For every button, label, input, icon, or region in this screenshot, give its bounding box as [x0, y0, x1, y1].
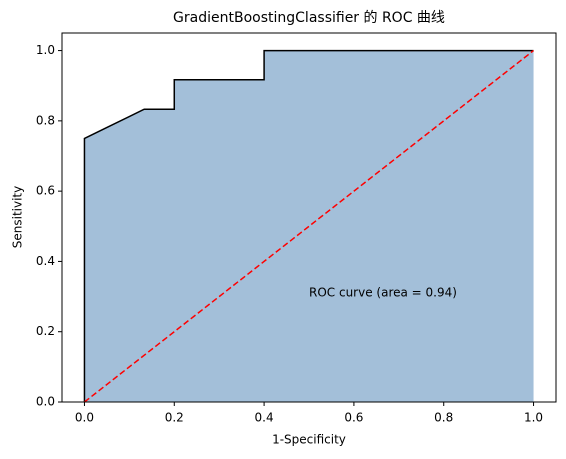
- chart-title: GradientBoostingClassifier 的 ROC 曲线: [173, 10, 445, 26]
- line: [83, 49, 535, 403]
- annotation: ROC curve (area = 0.94): [309, 286, 457, 300]
- y-tick-label: 0.0: [36, 395, 55, 409]
- x-tick-label: 0.4: [255, 411, 274, 425]
- x-tick-label: 0.8: [434, 411, 453, 425]
- plot-frame: [61, 32, 557, 403]
- x-tick-label: 0.2: [165, 411, 184, 425]
- y-tick-label: 0.4: [36, 254, 55, 268]
- y-tick-label: 0.6: [36, 184, 55, 198]
- y-axis-label: Sensitivity: [11, 186, 25, 248]
- y-tick-label: 1.0: [36, 43, 55, 57]
- y-tick-label: 0.8: [36, 113, 55, 127]
- x-tick-label: 0.6: [344, 411, 363, 425]
- x-tick-label: 0.0: [75, 411, 94, 425]
- x-tick-label: 1.0: [524, 411, 543, 425]
- x-axis-label: 1-Specificity: [272, 433, 346, 447]
- line: [83, 49, 534, 402]
- y-tick-label: 0.2: [36, 324, 55, 338]
